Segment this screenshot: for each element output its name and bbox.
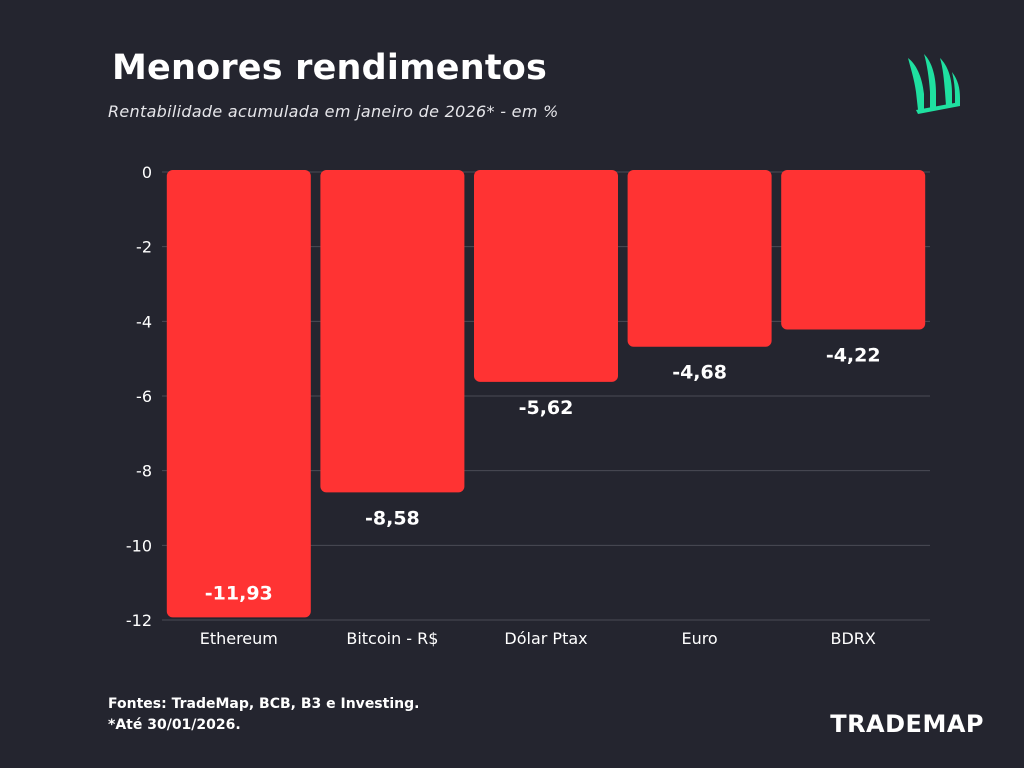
chart-footer: Fontes: TradeMap, BCB, B3 e Investing. *… <box>108 694 419 736</box>
bar-value-label: -5,62 <box>519 397 574 419</box>
brand-wordmark: TRADEMAP <box>830 710 984 738</box>
y-tick-label: -2 <box>136 238 152 257</box>
y-tick-label: -12 <box>126 611 152 630</box>
chart-title: Menores rendimentos <box>112 48 548 88</box>
x-category-label: BDRX <box>831 629 876 648</box>
bar <box>627 170 772 347</box>
bar-value-label: -8,58 <box>365 507 420 529</box>
source-note: Fontes: TradeMap, BCB, B3 e Investing. <box>108 696 420 712</box>
y-tick-label: -8 <box>136 462 152 481</box>
chart-subtitle: Rentabilidade acumulada em janeiro de 20… <box>108 102 559 121</box>
bar <box>166 170 311 618</box>
y-tick-label: -4 <box>136 312 152 331</box>
x-category-label: Dólar Ptax <box>504 629 587 648</box>
trademap-leaf-icon <box>908 54 960 114</box>
x-category-label: Bitcoin - R$ <box>346 629 438 648</box>
bar-value-label: -11,93 <box>205 582 273 604</box>
bar <box>320 170 465 493</box>
x-category-label: Ethereum <box>200 629 278 648</box>
bar <box>474 170 618 382</box>
bar-value-label: -4,22 <box>826 345 881 367</box>
y-tick-label: 0 <box>142 163 152 182</box>
y-tick-label: -6 <box>136 387 152 406</box>
x-category-label: Euro <box>681 629 717 648</box>
bar-value-label: -4,68 <box>672 362 727 384</box>
date-note: *Até 30/01/2026. <box>108 717 241 733</box>
y-tick-label: -10 <box>126 536 152 555</box>
bar <box>781 170 926 330</box>
